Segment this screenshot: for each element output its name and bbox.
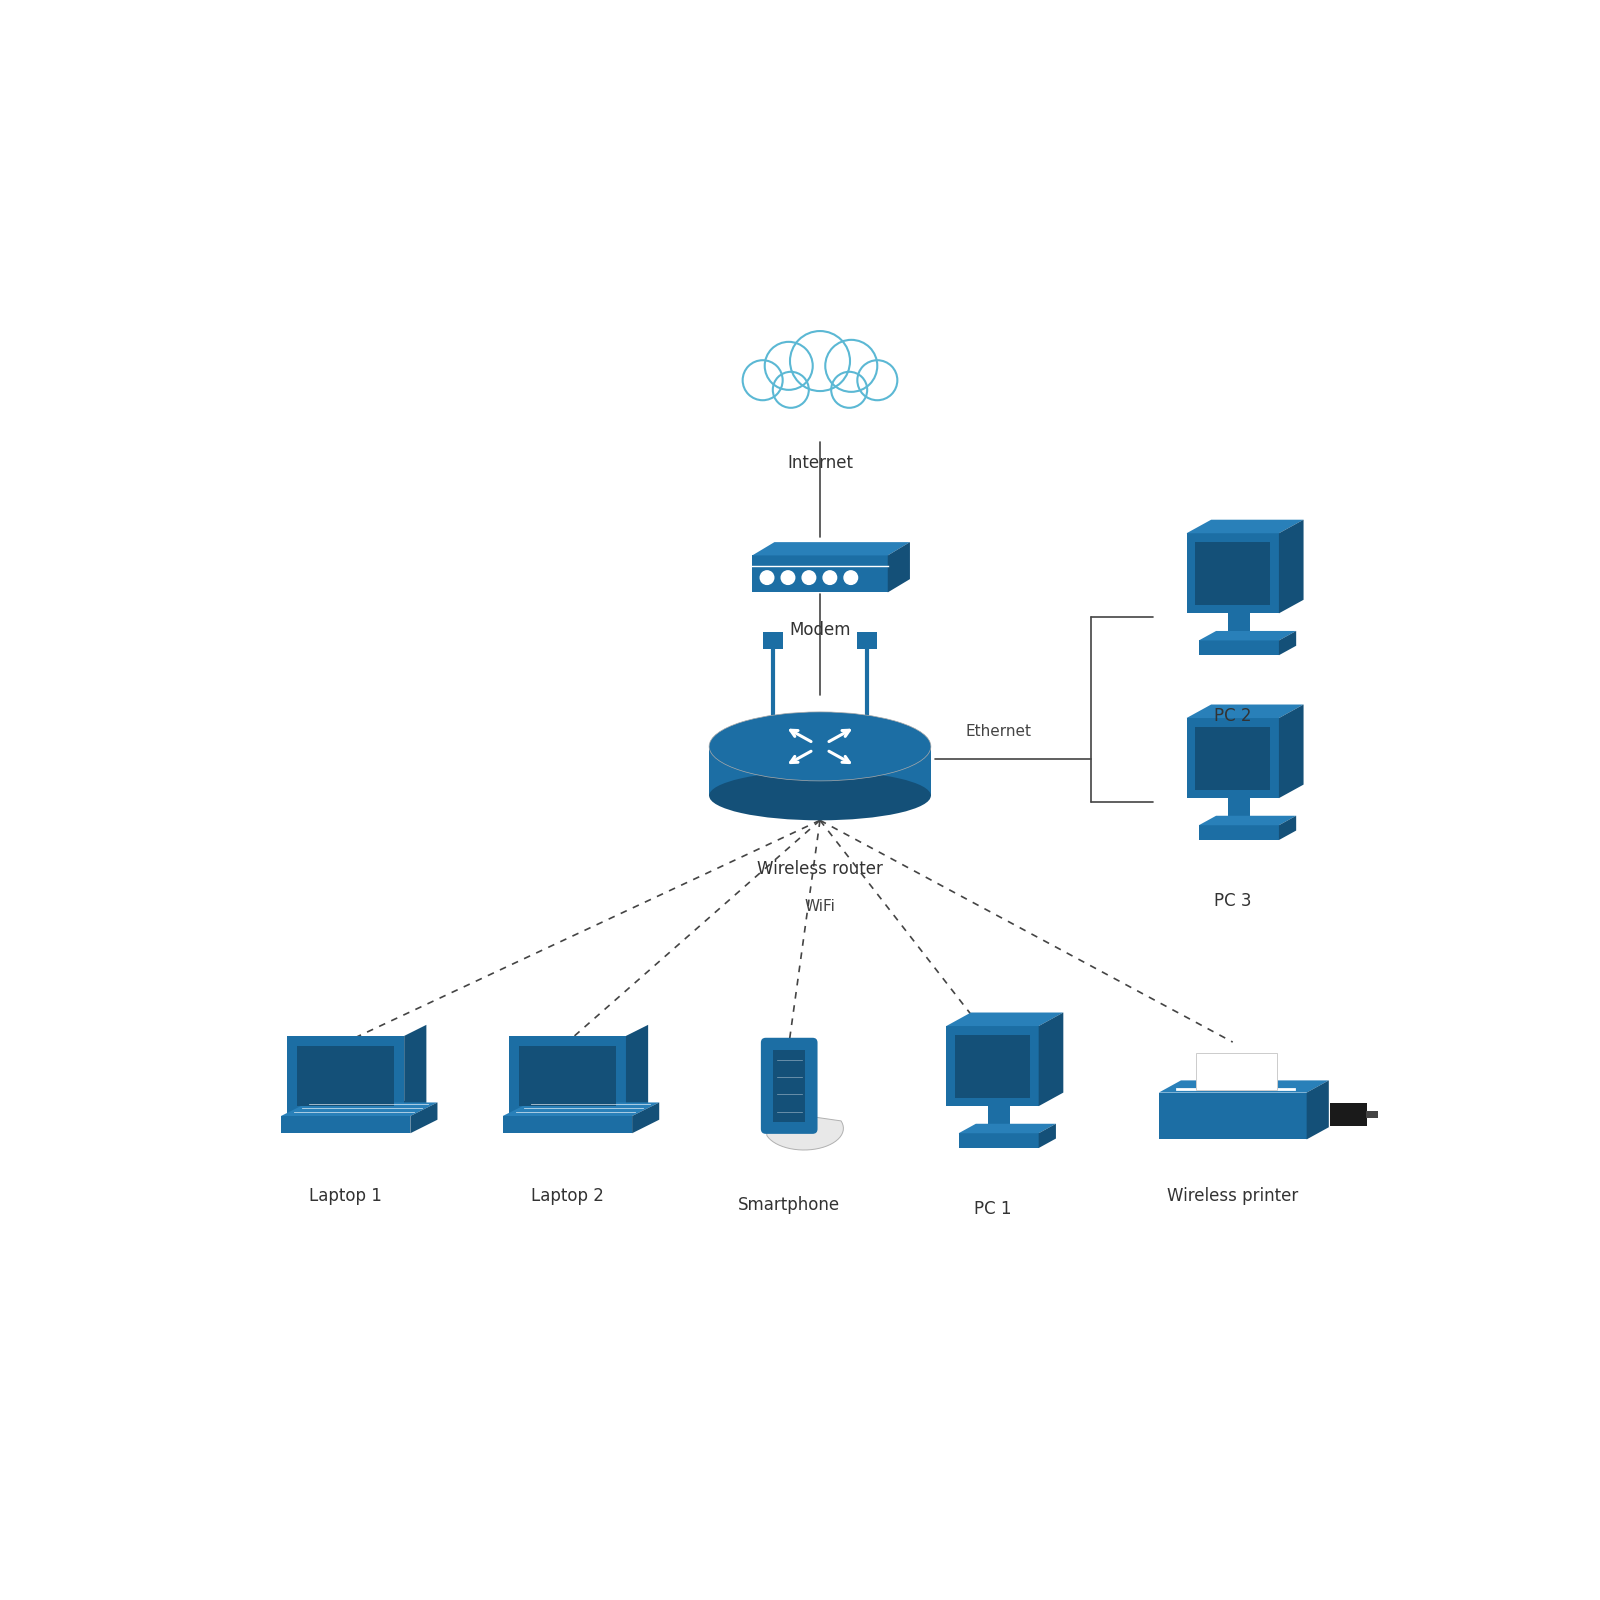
FancyBboxPatch shape bbox=[1195, 726, 1270, 789]
FancyBboxPatch shape bbox=[1195, 1053, 1277, 1090]
FancyBboxPatch shape bbox=[858, 632, 877, 650]
FancyBboxPatch shape bbox=[502, 1117, 632, 1133]
Circle shape bbox=[765, 342, 813, 390]
FancyBboxPatch shape bbox=[763, 632, 782, 650]
Polygon shape bbox=[282, 1102, 437, 1117]
Polygon shape bbox=[1198, 816, 1296, 826]
FancyBboxPatch shape bbox=[282, 1117, 410, 1133]
FancyBboxPatch shape bbox=[762, 1038, 818, 1134]
Circle shape bbox=[760, 571, 774, 584]
FancyBboxPatch shape bbox=[1187, 718, 1278, 798]
FancyBboxPatch shape bbox=[1158, 1093, 1307, 1139]
Polygon shape bbox=[632, 1102, 659, 1133]
Text: Smartphone: Smartphone bbox=[738, 1197, 840, 1214]
Text: Ethernet: Ethernet bbox=[965, 725, 1032, 739]
FancyBboxPatch shape bbox=[1330, 1104, 1366, 1126]
Polygon shape bbox=[1187, 520, 1304, 533]
FancyBboxPatch shape bbox=[298, 1046, 394, 1106]
Ellipse shape bbox=[709, 771, 931, 821]
Circle shape bbox=[802, 571, 816, 584]
Text: WiFi: WiFi bbox=[805, 899, 835, 914]
Polygon shape bbox=[946, 1013, 1064, 1026]
Polygon shape bbox=[752, 542, 910, 555]
FancyBboxPatch shape bbox=[1366, 1110, 1378, 1118]
Text: Laptop 1: Laptop 1 bbox=[309, 1187, 382, 1205]
Polygon shape bbox=[1158, 1080, 1330, 1093]
Polygon shape bbox=[1187, 704, 1304, 718]
Circle shape bbox=[781, 571, 795, 584]
Text: PC 1: PC 1 bbox=[974, 1200, 1011, 1218]
Circle shape bbox=[826, 339, 877, 392]
FancyBboxPatch shape bbox=[958, 1133, 1038, 1149]
Circle shape bbox=[845, 571, 858, 584]
Polygon shape bbox=[410, 1102, 437, 1133]
Polygon shape bbox=[286, 1101, 426, 1112]
Circle shape bbox=[742, 360, 782, 400]
FancyBboxPatch shape bbox=[946, 1026, 1038, 1106]
Polygon shape bbox=[1278, 704, 1304, 798]
Text: Modem: Modem bbox=[789, 621, 851, 638]
FancyBboxPatch shape bbox=[1198, 826, 1278, 840]
Text: Laptop 2: Laptop 2 bbox=[531, 1187, 603, 1205]
Polygon shape bbox=[502, 1102, 659, 1117]
FancyBboxPatch shape bbox=[518, 1046, 616, 1106]
FancyBboxPatch shape bbox=[773, 1050, 805, 1122]
FancyBboxPatch shape bbox=[286, 1035, 405, 1117]
Polygon shape bbox=[405, 1026, 426, 1117]
Polygon shape bbox=[1278, 630, 1296, 656]
Polygon shape bbox=[888, 542, 910, 592]
Circle shape bbox=[773, 371, 810, 408]
FancyBboxPatch shape bbox=[509, 1035, 626, 1117]
FancyBboxPatch shape bbox=[1187, 533, 1278, 613]
Text: Wireless printer: Wireless printer bbox=[1166, 1187, 1298, 1205]
Circle shape bbox=[822, 571, 837, 584]
FancyBboxPatch shape bbox=[1227, 613, 1250, 640]
Polygon shape bbox=[958, 1123, 1056, 1133]
FancyBboxPatch shape bbox=[1198, 640, 1278, 656]
FancyBboxPatch shape bbox=[955, 1035, 1030, 1098]
FancyBboxPatch shape bbox=[987, 1106, 1010, 1133]
Polygon shape bbox=[1038, 1123, 1056, 1149]
Text: PC 2: PC 2 bbox=[1214, 707, 1251, 725]
FancyBboxPatch shape bbox=[709, 746, 931, 795]
Ellipse shape bbox=[709, 712, 931, 781]
Text: PC 3: PC 3 bbox=[1214, 891, 1251, 910]
Circle shape bbox=[858, 360, 898, 400]
Polygon shape bbox=[1278, 520, 1304, 613]
FancyBboxPatch shape bbox=[1195, 542, 1270, 605]
Polygon shape bbox=[626, 1026, 648, 1117]
Text: Internet: Internet bbox=[787, 454, 853, 472]
Circle shape bbox=[790, 331, 850, 390]
Polygon shape bbox=[765, 1110, 843, 1150]
Polygon shape bbox=[1038, 1013, 1064, 1106]
Polygon shape bbox=[509, 1101, 648, 1112]
Text: Wireless router: Wireless router bbox=[757, 859, 883, 878]
Circle shape bbox=[830, 371, 867, 408]
Polygon shape bbox=[1198, 630, 1296, 640]
Polygon shape bbox=[1278, 816, 1296, 840]
FancyBboxPatch shape bbox=[1227, 798, 1250, 826]
Polygon shape bbox=[1307, 1080, 1330, 1139]
FancyBboxPatch shape bbox=[752, 555, 888, 592]
